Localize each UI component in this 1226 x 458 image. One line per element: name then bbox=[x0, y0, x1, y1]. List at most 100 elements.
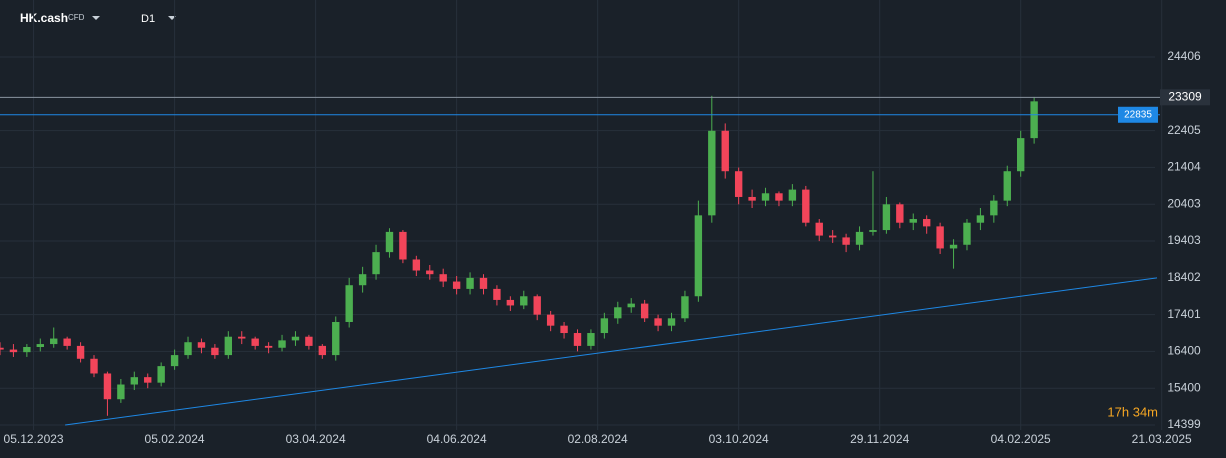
candle-body bbox=[896, 204, 904, 223]
candle-body bbox=[90, 358, 98, 374]
candle-body bbox=[667, 318, 676, 326]
candle-body bbox=[399, 231, 407, 260]
candle-body bbox=[50, 338, 58, 345]
y-tick-label: 19403 bbox=[1167, 233, 1201, 247]
candle-body bbox=[533, 296, 541, 315]
candle-body bbox=[9, 349, 18, 353]
candle-body bbox=[291, 336, 300, 341]
y-tick-label: 16400 bbox=[1167, 344, 1201, 358]
candle-body bbox=[573, 333, 582, 346]
candle-body bbox=[734, 171, 743, 197]
candle-body bbox=[479, 277, 488, 289]
trend-line bbox=[65, 277, 1158, 426]
candle-body bbox=[842, 237, 850, 245]
x-tick-label: 04.02.2025 bbox=[991, 432, 1051, 446]
x-tick-label: 04.06.2024 bbox=[427, 432, 487, 446]
candle-body bbox=[600, 318, 609, 334]
candle-body bbox=[144, 377, 152, 383]
candle-body bbox=[439, 274, 447, 282]
candle-body bbox=[238, 336, 246, 339]
candle-body bbox=[264, 345, 273, 348]
candle-body bbox=[560, 325, 568, 334]
candle-body bbox=[721, 130, 729, 172]
candle-body bbox=[922, 219, 931, 227]
candle-body bbox=[170, 355, 179, 367]
candle-body bbox=[157, 366, 165, 383]
candle-body bbox=[708, 130, 716, 216]
x-tick-label: 02.08.2024 bbox=[568, 432, 628, 446]
candle-body bbox=[788, 189, 797, 201]
candle-body bbox=[802, 189, 810, 223]
candle-body bbox=[426, 270, 434, 275]
candle-body bbox=[882, 204, 891, 231]
candle-body bbox=[318, 345, 327, 356]
candle-body bbox=[1017, 138, 1025, 172]
candle-body bbox=[587, 333, 595, 346]
candle-body bbox=[358, 274, 367, 286]
candle-body bbox=[0, 347, 4, 350]
candle-body bbox=[640, 303, 649, 319]
candle-body bbox=[36, 344, 44, 348]
candle-body bbox=[466, 277, 474, 289]
x-tick-label: 29.11.2024 bbox=[850, 432, 909, 446]
candle-body bbox=[117, 384, 125, 400]
x-tick-label: 03.10.2024 bbox=[709, 432, 769, 446]
candle-body bbox=[963, 222, 971, 245]
candle-body bbox=[130, 377, 138, 385]
level-label: 23309 bbox=[1168, 90, 1202, 104]
candle-body bbox=[775, 193, 783, 201]
x-tick-label: 05.02.2024 bbox=[145, 432, 205, 446]
x-tick-label: 05.12.2023 bbox=[4, 432, 64, 446]
candle-body bbox=[828, 235, 837, 238]
y-tick-label: 17401 bbox=[1167, 307, 1201, 321]
candle-body bbox=[76, 345, 85, 359]
level-label-box bbox=[1160, 89, 1210, 106]
candle-body bbox=[278, 340, 286, 348]
candle-body bbox=[103, 373, 112, 400]
y-tick-label: 21404 bbox=[1167, 160, 1201, 174]
candle-body bbox=[197, 342, 206, 348]
candle-body bbox=[936, 226, 944, 249]
candle-body bbox=[412, 259, 421, 271]
grid bbox=[0, 0, 1163, 430]
candle-body bbox=[1030, 101, 1038, 139]
candle-body bbox=[211, 347, 219, 356]
y-tick-label: 20403 bbox=[1167, 196, 1201, 210]
candle-body bbox=[909, 219, 917, 223]
candle-body bbox=[1003, 171, 1011, 201]
y-tick-label: 14399 bbox=[1167, 417, 1201, 431]
candle-body bbox=[761, 193, 770, 201]
candle-body bbox=[949, 244, 958, 249]
level-label: 22835 bbox=[1124, 109, 1152, 120]
candle-body bbox=[305, 336, 313, 346]
candle-body bbox=[506, 299, 515, 306]
y-tick-label: 15400 bbox=[1167, 380, 1201, 394]
candle-body bbox=[23, 347, 31, 353]
countdown: 17h 34m bbox=[1107, 404, 1158, 419]
candle-body bbox=[184, 342, 192, 356]
candle-body bbox=[976, 215, 985, 223]
candle-body bbox=[63, 338, 71, 346]
symbol-type: CFD bbox=[68, 13, 85, 22]
candle-body bbox=[224, 336, 233, 356]
y-tick-label: 24406 bbox=[1167, 49, 1201, 63]
candle-body bbox=[614, 307, 622, 319]
symbol[interactable]: HK.cash bbox=[20, 11, 68, 25]
candle-body bbox=[372, 252, 380, 275]
candle-body bbox=[627, 303, 635, 308]
y-tick-label: 22405 bbox=[1167, 123, 1201, 137]
candle-body bbox=[654, 318, 662, 326]
symbol-dropdown[interactable] bbox=[92, 16, 100, 20]
timeframe-dropdown[interactable] bbox=[168, 16, 176, 20]
candle-body bbox=[520, 296, 528, 306]
y-tick-label: 18402 bbox=[1167, 270, 1201, 284]
candle-body bbox=[815, 222, 823, 236]
level-label-box bbox=[1118, 106, 1158, 123]
candle-body bbox=[869, 230, 877, 232]
candle-body bbox=[493, 288, 501, 300]
candle-body bbox=[681, 296, 689, 319]
timeframe[interactable]: D1 bbox=[141, 13, 155, 25]
candle-body bbox=[251, 338, 259, 346]
candle-body bbox=[694, 215, 703, 297]
